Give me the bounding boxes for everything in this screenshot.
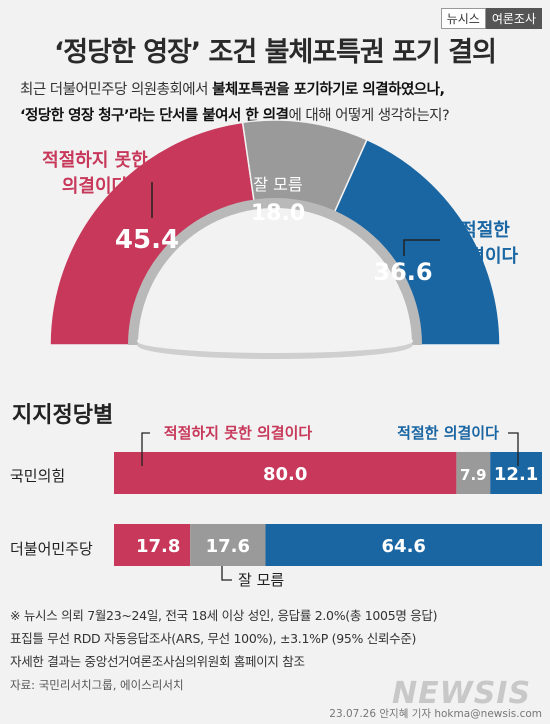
- bar-row0-seg-unknown-value: 7.9: [460, 466, 487, 484]
- label-unknown: 잘 모름: [253, 175, 302, 194]
- footnote-3: 자세한 결과는 중앙선거여론조사심의위원회 홈페이지 참조: [10, 654, 305, 669]
- bar-row1-seg-appropriate: [265, 524, 542, 566]
- party-section-title: 지지정당별: [12, 403, 114, 428]
- newsis-watermark: NEWSIS: [392, 676, 532, 711]
- value-appropriate: 36.6: [373, 258, 432, 286]
- footnote-2: 표집틀 무선 RDD 자동응답조사(ARS, 무선 100%), ±3.1%P …: [10, 631, 417, 646]
- label-appropriate-1: 적절한: [460, 220, 510, 241]
- bar-row1-seg-inappropriate-value: 17.8: [136, 536, 180, 557]
- party-label-ppp: 국민의힘: [10, 467, 66, 485]
- bar-row0-seg-inappropriate: [114, 452, 457, 494]
- label-inappropriate-2: 의결이다: [62, 176, 129, 197]
- party-label-dpk: 더불어민주당: [10, 540, 93, 558]
- bar-row0-seg-appropriate-value: 12.1: [494, 464, 538, 485]
- footnote-1: ※ 뉴시스 의뢰 7월23~24일, 전국 18세 이상 성인, 응답률 2.0…: [10, 608, 438, 623]
- bar-row1-seg-unknown-value: 17.6: [206, 536, 250, 557]
- legend-bracket-inappropriate: [141, 432, 150, 466]
- source-note: 자료: 국민리서치그룹, 에이스리서치: [10, 678, 184, 692]
- legend-bracket-unknown: [221, 566, 232, 581]
- legend-bracket-appropriate: [508, 432, 519, 466]
- legend-appropriate: 적절한 의결이다: [397, 424, 499, 442]
- arc-base-top: [137, 329, 413, 353]
- page-title: ‘정당한 영장’ 조건 불체포특권 포기 결의: [54, 37, 497, 68]
- question-line-2: ‘정당한 영장 청구’라는 단서를 붙여서 한 의결에 대해 어떻게 생각하는지…: [20, 108, 450, 124]
- value-unknown: 18.0: [251, 201, 305, 226]
- legend-unknown: 잘 모름: [238, 571, 284, 589]
- brand-newsis: 뉴시스: [440, 8, 486, 29]
- legend-inappropriate: 적절하지 못한 의결이다: [164, 424, 313, 442]
- bar-row0-seg-inappropriate-value: 80.0: [263, 464, 307, 485]
- label-appropriate-2: 의결이다: [452, 246, 519, 267]
- bar-row1-seg-unknown: [190, 524, 266, 566]
- value-inappropriate: 45.4: [115, 225, 179, 255]
- bar-row1-seg-appropriate-value: 64.6: [382, 536, 426, 557]
- label-inappropriate-1: 적절하지 못한: [42, 150, 148, 171]
- bar-row0-seg-unknown: [456, 452, 491, 494]
- bar-row0-seg-appropriate: [490, 452, 542, 494]
- question-line-1: 최근 더불어민주당 의원총회에서 불체포특권을 포기하기로 의결하였으나,: [20, 82, 445, 98]
- brand-poll: 여론조사: [485, 8, 542, 29]
- leader-appropriate: [403, 239, 440, 256]
- inner-arc-ring: [128, 198, 422, 346]
- byline: 23.07.26 안지혜 기자 hokma@newsis.com: [329, 708, 542, 720]
- brand-badge: 뉴시스 여론조사: [440, 8, 542, 29]
- bar-row1-seg-inappropriate: [114, 524, 191, 566]
